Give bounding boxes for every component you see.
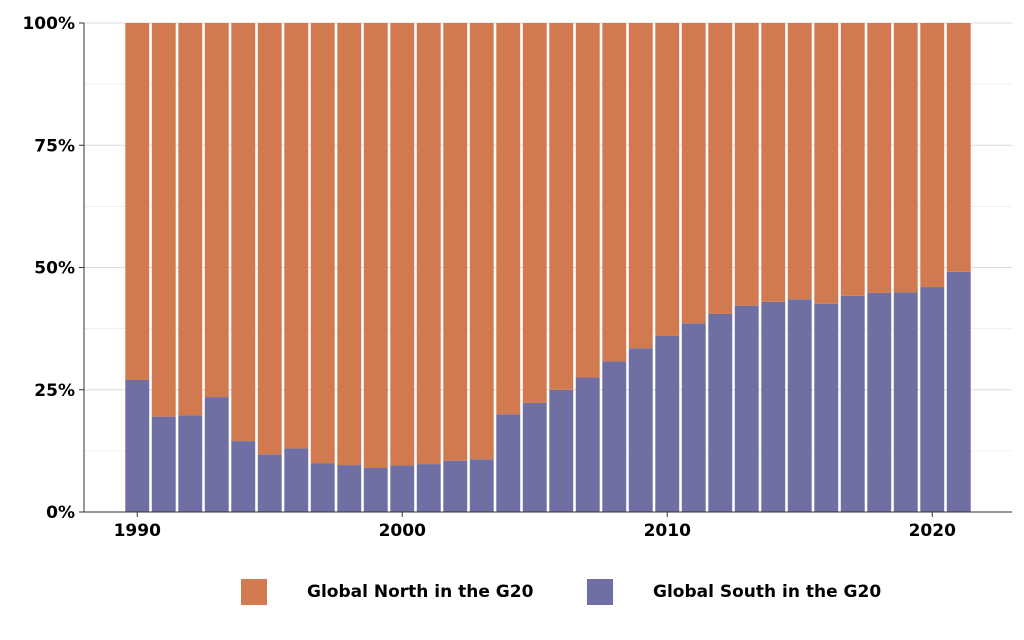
bar-south-2017 — [840, 295, 865, 512]
bar-south-2010 — [655, 335, 680, 512]
bar-south-1993 — [204, 397, 229, 512]
bar-north-2002 — [443, 23, 468, 461]
bar-south-2016 — [814, 303, 839, 512]
bar-north-2014 — [761, 23, 786, 302]
bar-north-2004 — [496, 23, 521, 415]
bar-north-1990 — [125, 23, 150, 380]
bar-south-2015 — [787, 299, 812, 512]
bar-north-2000 — [390, 23, 415, 466]
bar-north-2013 — [734, 23, 759, 306]
legend-item-north: Global North in the G20 — [241, 568, 533, 616]
bar-north-2009 — [628, 23, 653, 349]
legend-item-south: Global South in the G20 — [587, 568, 881, 616]
bar-south-2012 — [708, 313, 733, 512]
bar-north-2001 — [416, 23, 441, 465]
bar-north-2016 — [814, 23, 839, 304]
bar-north-2018 — [867, 23, 892, 293]
stacked-bar-chart: 0% 25% 50% 75% 100% 1990 2000 2010 2020 — [22, 14, 1012, 541]
bar-south-2002 — [443, 460, 468, 512]
bar-south-1990 — [125, 379, 150, 512]
bar-south-1995 — [257, 454, 282, 512]
bar-north-1995 — [257, 23, 282, 455]
bar-south-1994 — [231, 441, 256, 512]
bar-north-2007 — [575, 23, 600, 378]
bar-south-2018 — [867, 292, 892, 512]
bar-north-1993 — [204, 23, 229, 398]
bar-south-2009 — [628, 348, 653, 512]
bar-north-2010 — [655, 23, 680, 336]
bar-north-2011 — [681, 23, 706, 324]
legend-swatch-north — [241, 579, 267, 605]
bar-north-2015 — [787, 23, 812, 300]
bar-south-2020 — [920, 287, 945, 512]
bar-north-2012 — [708, 23, 733, 314]
bar-south-1996 — [284, 448, 309, 512]
bar-south-2007 — [575, 377, 600, 512]
bar-south-2013 — [734, 305, 759, 512]
bar-north-1999 — [363, 23, 388, 468]
bar-north-2008 — [602, 23, 627, 362]
bar-south-2021 — [946, 271, 971, 512]
bar-north-2021 — [946, 23, 971, 272]
y-tick-label: 75% — [34, 136, 75, 156]
bar-south-1997 — [310, 463, 335, 512]
bar-south-2008 — [602, 361, 627, 512]
bar-north-2020 — [920, 23, 945, 288]
bars — [125, 23, 971, 512]
bar-south-1999 — [363, 467, 388, 512]
legend: Global North in the G20 Global South in … — [0, 568, 1024, 616]
legend-label-north: Global North in the G20 — [307, 582, 534, 602]
y-tick-label: 0% — [46, 503, 75, 523]
bar-north-2006 — [549, 23, 574, 390]
x-tick-label: 2000 — [379, 521, 426, 541]
bar-south-1998 — [337, 465, 362, 512]
bar-south-2014 — [761, 301, 786, 512]
bar-north-2017 — [840, 23, 865, 296]
x-tick-label: 1990 — [114, 521, 161, 541]
bar-south-2003 — [469, 459, 494, 512]
x-axis-ticks: 1990 2000 2010 2020 — [114, 512, 956, 541]
y-axis-ticks: 0% 25% 50% 75% 100% — [22, 14, 84, 523]
legend-label-south: Global South in the G20 — [653, 582, 882, 602]
bar-south-2001 — [416, 464, 441, 512]
y-tick-label: 100% — [22, 14, 75, 34]
bar-south-2000 — [390, 465, 415, 512]
bar-south-2006 — [549, 389, 574, 512]
bar-north-1991 — [151, 23, 176, 417]
bar-north-1998 — [337, 23, 362, 466]
bar-north-1994 — [231, 23, 256, 442]
y-tick-label: 25% — [34, 381, 75, 401]
bar-north-1992 — [178, 23, 203, 416]
bar-south-2004 — [496, 414, 521, 512]
legend-swatch-south — [587, 579, 613, 605]
bar-north-2003 — [469, 23, 494, 460]
bar-south-1991 — [151, 416, 176, 512]
x-tick-label: 2010 — [644, 521, 691, 541]
bar-south-2005 — [522, 402, 547, 512]
bar-north-2019 — [893, 23, 918, 293]
bar-south-1992 — [178, 415, 203, 512]
bar-north-2005 — [522, 23, 547, 403]
bar-north-1997 — [310, 23, 335, 464]
x-tick-label: 2020 — [909, 521, 956, 541]
bar-south-2019 — [893, 292, 918, 512]
y-tick-label: 50% — [34, 259, 75, 279]
bar-north-1996 — [284, 23, 309, 449]
bar-south-2011 — [681, 323, 706, 512]
